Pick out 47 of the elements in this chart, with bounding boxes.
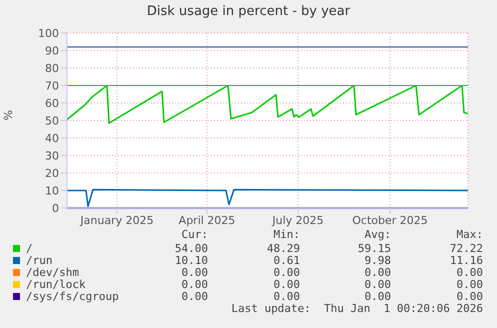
text: Last update: Thu Jan 1 00:20:06 2026 bbox=[231, 302, 483, 315]
text: 0.00 bbox=[182, 278, 208, 291]
text: 0.00 bbox=[456, 266, 483, 279]
text: Max: bbox=[456, 228, 483, 241]
chart-title: Disk usage in percent - by year bbox=[146, 4, 352, 19]
y-tick-label: 100 bbox=[38, 26, 59, 40]
x-tick-label: July 2025 bbox=[271, 214, 324, 227]
legend-label: /run bbox=[26, 254, 52, 267]
text: 0.00 bbox=[274, 266, 300, 279]
text: 0.00 bbox=[182, 290, 208, 303]
text: 9.98 bbox=[364, 254, 391, 267]
legend-label: / bbox=[26, 242, 33, 255]
text: 11.16 bbox=[450, 254, 483, 267]
y-tick-label: 50 bbox=[45, 114, 59, 128]
text: 0.00 bbox=[274, 290, 300, 303]
text: 54.00 bbox=[174, 242, 208, 255]
text: 0.00 bbox=[274, 278, 300, 291]
y-tick-label: 0 bbox=[52, 202, 59, 215]
text: 10.10 bbox=[174, 254, 208, 267]
legend-label: /dev/shm bbox=[26, 266, 79, 279]
text: 48.29 bbox=[266, 242, 300, 255]
x-tick-label: January 2025 bbox=[79, 214, 154, 227]
y-axis-title: % bbox=[2, 110, 15, 120]
y-tick-label: 10 bbox=[45, 184, 59, 198]
text: Min: bbox=[274, 228, 300, 241]
x-tick-label: April 2025 bbox=[178, 214, 236, 227]
y-tick-label: 80 bbox=[45, 62, 59, 75]
x-tick-label: October 2025 bbox=[352, 214, 428, 227]
y-tick-label: 40 bbox=[45, 132, 59, 145]
text: 0.00 bbox=[364, 290, 391, 303]
legend-label: /sys/fs/cgroup bbox=[26, 290, 119, 303]
text: 0.00 bbox=[182, 266, 208, 279]
y-tick-label: 90 bbox=[45, 44, 59, 58]
text: 59.15 bbox=[358, 242, 391, 255]
text: 0.00 bbox=[456, 278, 483, 291]
text: 0.61 bbox=[274, 254, 300, 267]
text: 72.22 bbox=[450, 242, 483, 255]
legend-label: /run/lock bbox=[26, 278, 86, 291]
y-tick-label: 20 bbox=[45, 166, 59, 180]
text: 0.00 bbox=[456, 290, 483, 303]
y-tick-label: 30 bbox=[45, 149, 59, 162]
text: Avg: bbox=[364, 228, 391, 241]
y-tick-label: 70 bbox=[45, 79, 59, 92]
text: 0.00 bbox=[364, 278, 391, 291]
y-tick-label: 60 bbox=[45, 96, 59, 110]
text: Cur: bbox=[182, 228, 208, 241]
text: 0.00 bbox=[364, 266, 391, 279]
